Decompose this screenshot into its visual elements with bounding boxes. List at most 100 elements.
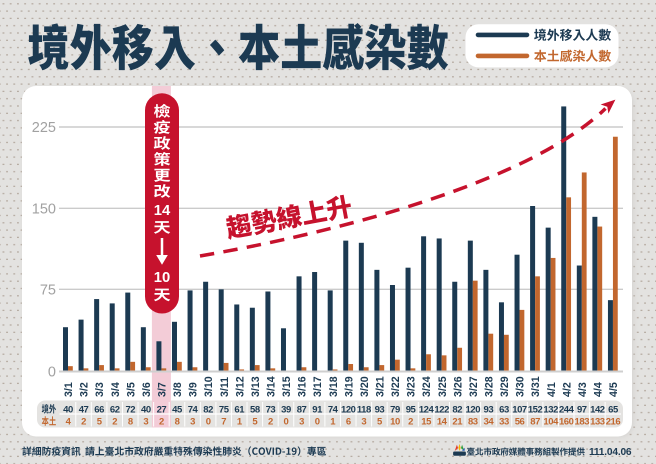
svg-text:1: 1 xyxy=(330,417,336,428)
svg-text:3/25: 3/25 xyxy=(437,376,449,397)
svg-text:3/15: 3/15 xyxy=(281,376,293,397)
svg-text:62: 62 xyxy=(110,404,120,415)
svg-text:91: 91 xyxy=(312,404,323,415)
svg-text:0: 0 xyxy=(284,417,289,428)
svg-text:150: 150 xyxy=(32,202,56,218)
svg-text:120: 120 xyxy=(466,404,481,415)
svg-text:58: 58 xyxy=(250,404,260,415)
svg-text:3/16: 3/16 xyxy=(297,376,309,397)
svg-text:3/20: 3/20 xyxy=(359,376,371,397)
svg-text:3/14: 3/14 xyxy=(266,376,278,397)
svg-text:3/11: 3/11 xyxy=(219,377,231,397)
svg-text:93: 93 xyxy=(375,404,385,415)
svg-text:4/3: 4/3 xyxy=(577,382,589,397)
svg-text:0: 0 xyxy=(206,417,211,428)
svg-text:3/18: 3/18 xyxy=(328,376,340,397)
svg-text:3: 3 xyxy=(361,417,366,428)
svg-text:3/9: 3/9 xyxy=(188,382,200,397)
svg-text:2: 2 xyxy=(159,417,164,428)
svg-text:160: 160 xyxy=(559,417,574,428)
svg-text:5: 5 xyxy=(97,417,103,428)
svg-text:3/26: 3/26 xyxy=(452,376,464,397)
svg-text:3: 3 xyxy=(299,417,304,428)
svg-text:73: 73 xyxy=(266,404,276,415)
svg-text:132: 132 xyxy=(543,404,558,415)
svg-text:45: 45 xyxy=(172,404,183,415)
svg-text:83: 83 xyxy=(468,417,478,428)
svg-text:7: 7 xyxy=(221,417,226,428)
svg-text:5: 5 xyxy=(252,417,258,428)
svg-text:6: 6 xyxy=(346,417,351,428)
svg-text:10: 10 xyxy=(390,417,400,428)
svg-text:34: 34 xyxy=(484,417,495,428)
svg-text:2: 2 xyxy=(112,417,117,428)
svg-text:3/30: 3/30 xyxy=(515,376,527,397)
svg-text:3/29: 3/29 xyxy=(499,376,511,397)
svg-text:39: 39 xyxy=(281,404,291,415)
svg-text:3/1: 3/1 xyxy=(63,382,75,397)
svg-text:56: 56 xyxy=(515,417,525,428)
svg-text:3/12: 3/12 xyxy=(234,376,246,397)
svg-text:61: 61 xyxy=(234,404,245,415)
svg-text:3/8: 3/8 xyxy=(172,382,184,397)
svg-text:33: 33 xyxy=(499,417,509,428)
svg-text:3/17: 3/17 xyxy=(312,376,324,397)
svg-text:118: 118 xyxy=(357,404,371,415)
svg-text:74: 74 xyxy=(328,404,339,415)
svg-text:4/4: 4/4 xyxy=(592,382,604,397)
svg-text:183: 183 xyxy=(575,417,590,428)
svg-text:97: 97 xyxy=(577,404,587,415)
svg-text:82: 82 xyxy=(203,404,213,415)
svg-text:3/23: 3/23 xyxy=(406,376,418,397)
svg-text:124: 124 xyxy=(419,404,435,415)
svg-text:4/2: 4/2 xyxy=(561,382,573,397)
svg-text:40: 40 xyxy=(63,404,73,415)
svg-text:4/1: 4/1 xyxy=(546,382,558,397)
svg-text:0: 0 xyxy=(48,365,56,381)
svg-text:0: 0 xyxy=(315,417,320,428)
svg-text:152: 152 xyxy=(528,404,543,415)
svg-text:3/7: 3/7 xyxy=(157,382,169,397)
svg-text:14: 14 xyxy=(154,203,171,219)
svg-text:142: 142 xyxy=(590,404,605,415)
svg-text:3/5: 3/5 xyxy=(125,382,137,397)
svg-text:3/13: 3/13 xyxy=(250,376,262,397)
svg-text:75: 75 xyxy=(219,404,230,415)
svg-text:133: 133 xyxy=(590,417,605,428)
svg-text:66: 66 xyxy=(94,404,104,415)
svg-text:8: 8 xyxy=(175,417,180,428)
svg-text:8: 8 xyxy=(128,417,133,428)
svg-text:47: 47 xyxy=(79,404,89,415)
svg-text:14: 14 xyxy=(437,417,448,428)
svg-text:122: 122 xyxy=(434,404,449,415)
svg-text:2: 2 xyxy=(268,417,273,428)
svg-text:3/31: 3/31 xyxy=(530,376,542,397)
svg-text:3/22: 3/22 xyxy=(390,376,402,397)
svg-text:107: 107 xyxy=(512,404,527,415)
svg-text:21: 21 xyxy=(452,417,463,428)
svg-text:40: 40 xyxy=(141,404,151,415)
svg-text:72: 72 xyxy=(125,404,135,415)
svg-text:75: 75 xyxy=(40,283,56,299)
svg-text:5: 5 xyxy=(377,417,383,428)
svg-text:3/21: 3/21 xyxy=(375,376,387,397)
svg-text:82: 82 xyxy=(452,404,462,415)
svg-text:1: 1 xyxy=(237,417,243,428)
svg-text:10: 10 xyxy=(154,270,170,286)
svg-text:4/5: 4/5 xyxy=(608,382,620,397)
svg-text:2: 2 xyxy=(408,417,413,428)
svg-text:3/28: 3/28 xyxy=(483,376,495,397)
svg-text:3/10: 3/10 xyxy=(203,376,215,397)
svg-text:74: 74 xyxy=(188,404,199,415)
svg-text:3/4: 3/4 xyxy=(110,382,122,397)
svg-text:93: 93 xyxy=(484,404,494,415)
svg-text:104: 104 xyxy=(543,417,559,428)
svg-text:216: 216 xyxy=(606,417,621,428)
svg-text:79: 79 xyxy=(390,404,400,415)
svg-text:3/6: 3/6 xyxy=(141,382,153,397)
svg-text:87: 87 xyxy=(297,404,307,415)
svg-text:95: 95 xyxy=(406,404,417,415)
svg-text:4: 4 xyxy=(66,417,72,428)
svg-text:65: 65 xyxy=(608,404,619,415)
svg-text:111.04.06: 111.04.06 xyxy=(589,447,632,458)
